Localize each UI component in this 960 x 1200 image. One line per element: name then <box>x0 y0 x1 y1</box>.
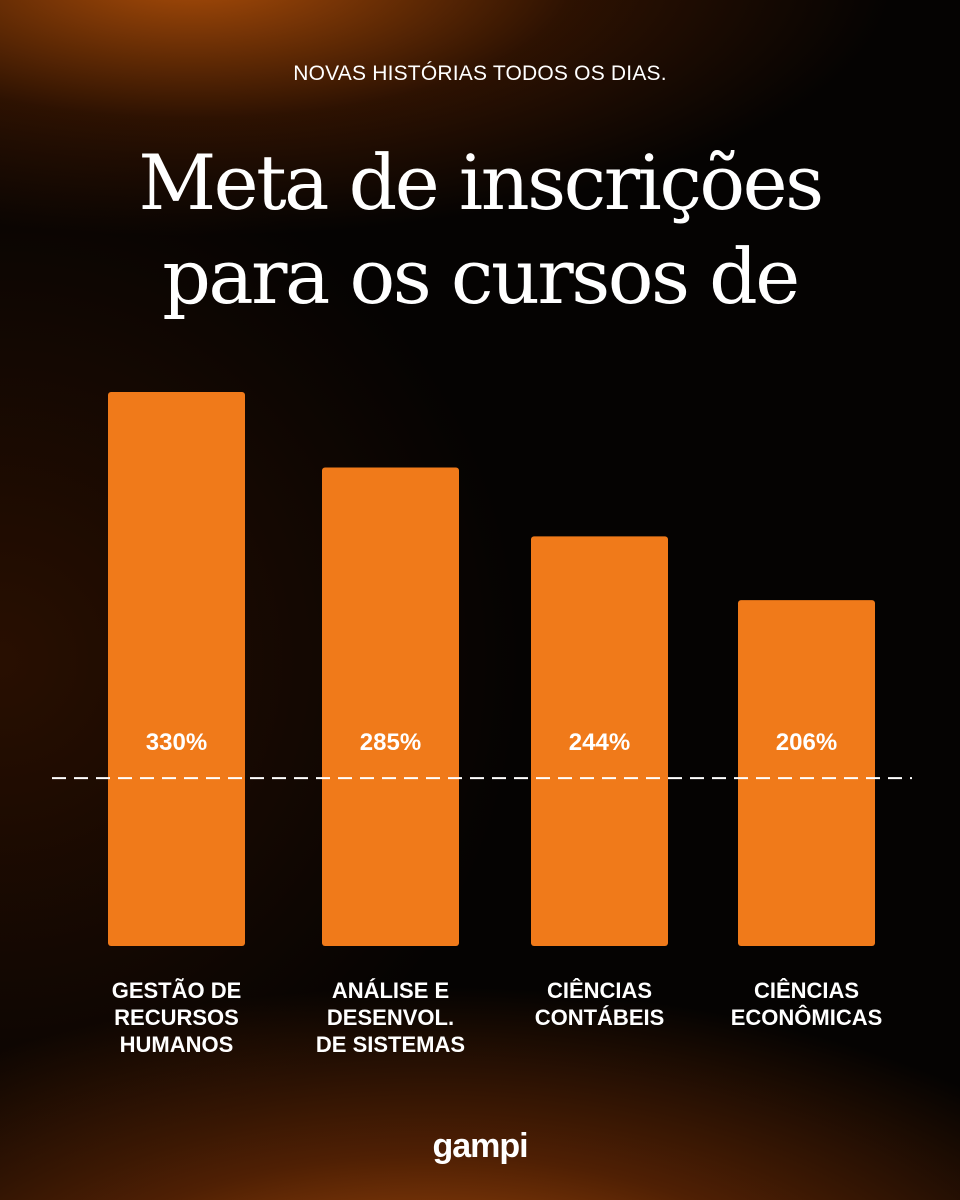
category-label-line: GESTÃO DE <box>112 978 242 1003</box>
category-label-line: ANÁLISE E <box>332 978 449 1003</box>
value-label-4: 206% <box>776 729 837 756</box>
category-label-line: CONTÁBEIS <box>535 1005 665 1030</box>
category-label-3: CIÊNCIAS CONTÁBEIS <box>535 978 665 1030</box>
bar-2 <box>322 467 459 946</box>
value-label-1: 330% <box>146 729 207 756</box>
category-label-line: RECURSOS <box>114 1005 239 1030</box>
gampi-logo: gampi <box>432 1127 528 1165</box>
value-label-2: 285% <box>360 729 421 756</box>
category-label-line: ECONÔMICAS <box>731 1005 883 1030</box>
bar-3 <box>531 536 668 946</box>
title-line-2: para os cursos de <box>162 232 800 321</box>
category-label-2: ANÁLISE E DESENVOL. DE SISTEMAS <box>316 978 465 1057</box>
bar-1 <box>108 392 245 946</box>
value-label-3: 244% <box>569 729 630 756</box>
category-label-line: HUMANOS <box>120 1032 234 1057</box>
category-label-line: CIÊNCIAS <box>754 978 859 1003</box>
page-title: Meta de inscrições para os cursos de <box>0 136 960 324</box>
category-label-line: CIÊNCIAS <box>547 978 652 1003</box>
title-line-1: Meta de inscrições <box>138 138 824 227</box>
tagline: NOVAS HISTÓRIAS TODOS OS DIAS. <box>293 62 667 85</box>
category-label-4: CIÊNCIAS ECONÔMICAS <box>731 978 883 1030</box>
category-label-1: GESTÃO DE RECURSOS HUMANOS <box>112 978 242 1057</box>
bar-4 <box>738 600 875 946</box>
category-label-line: DE SISTEMAS <box>316 1032 465 1057</box>
category-label-line: DESENVOL. <box>327 1005 454 1030</box>
